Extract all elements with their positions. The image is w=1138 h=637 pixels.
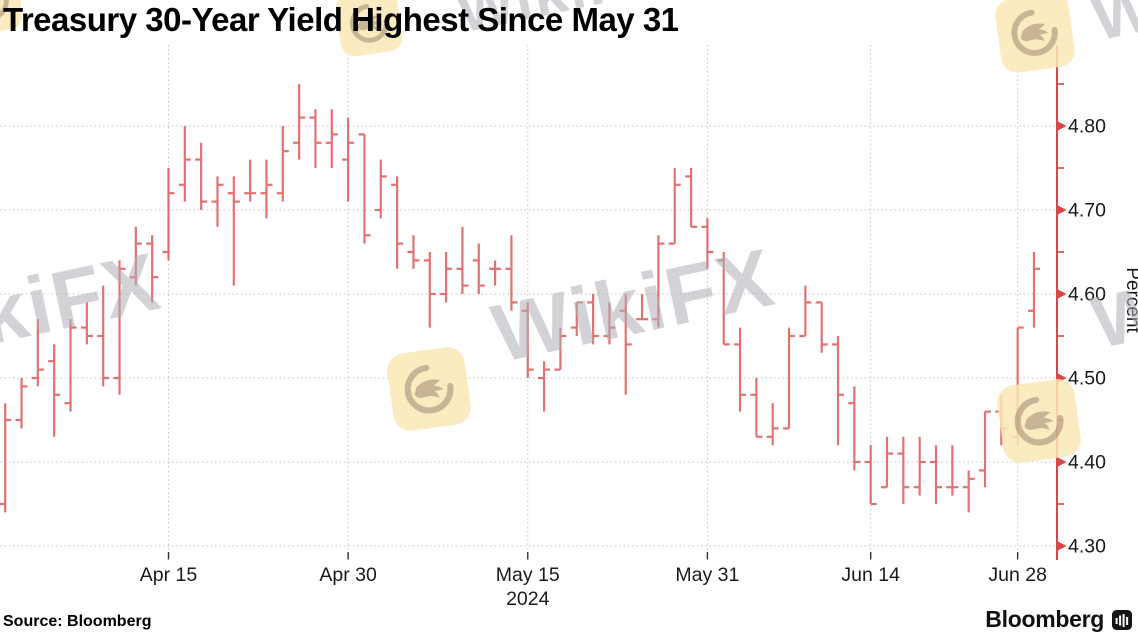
ohlc-bar xyxy=(832,336,845,446)
ohlc-bar xyxy=(864,445,877,506)
ohlc-bar xyxy=(472,243,485,294)
y-major-tick-arrow xyxy=(1058,121,1067,131)
y-major-tick-arrow xyxy=(1058,541,1067,551)
ohlc-bar xyxy=(293,84,306,160)
ohlc-bar xyxy=(1011,326,1024,446)
ohlc-bar xyxy=(603,302,616,345)
ohlc-bar xyxy=(456,226,469,294)
ohlc-bar xyxy=(636,294,649,321)
y-axis-label: 4.50 xyxy=(1068,368,1106,390)
y-axis-label: 4.70 xyxy=(1068,200,1106,222)
y-major-tick-arrow xyxy=(1058,289,1067,299)
ohlc-bar xyxy=(309,109,322,168)
x-axis-label: May 31 xyxy=(675,564,739,586)
ohlc-bar xyxy=(668,168,681,245)
y-axis-label: 4.60 xyxy=(1068,284,1106,306)
ohlc-bar xyxy=(342,117,355,202)
ohlc-bar xyxy=(881,436,894,489)
ohlc-bar xyxy=(995,394,1008,446)
ohlc-bar xyxy=(619,294,632,395)
ohlc-bar xyxy=(734,327,747,412)
ohlc-bar xyxy=(505,235,518,311)
ohlc-bar xyxy=(64,319,77,412)
ohlc-bar xyxy=(897,436,910,504)
ohlc-bar xyxy=(129,226,142,286)
ohlc-bar xyxy=(407,235,420,269)
ohlc-bar xyxy=(325,109,338,168)
ohlc-bar xyxy=(979,410,991,488)
ohlc-bar xyxy=(554,327,567,371)
y-major-tick-arrow xyxy=(1058,205,1067,215)
ohlc-bar xyxy=(244,159,257,202)
ohlc-bar xyxy=(489,260,502,286)
bloomberg-logo: Bloomberg xyxy=(985,606,1132,633)
x-axis-label: Jun 28 xyxy=(988,564,1047,586)
ohlc-bar xyxy=(97,285,110,387)
page-title: Treasury 30-Year Yield Highest Since May… xyxy=(3,1,679,38)
ohlc-bar xyxy=(146,235,159,303)
ohlc-bar xyxy=(0,403,12,513)
ohlc-bar xyxy=(440,252,453,303)
ohlc-bar xyxy=(80,302,93,345)
ohlc-bar xyxy=(227,176,240,286)
ohlc-bar xyxy=(276,126,289,202)
x-axis-label: May 15 xyxy=(496,564,560,586)
ohlc-bar xyxy=(15,378,28,429)
ohlc-bar xyxy=(701,218,714,269)
y-axis-label: 4.40 xyxy=(1068,452,1106,474)
x-axis-label: Jun 14 xyxy=(841,564,900,586)
y-axis-label: 4.80 xyxy=(1068,116,1106,138)
ohlc-series xyxy=(0,84,1040,513)
ohlc-bar xyxy=(685,168,698,228)
ohlc-bar xyxy=(587,294,600,345)
ohlc-bar xyxy=(815,301,828,353)
bloomberg-logo-text: Bloomberg xyxy=(985,606,1104,632)
y-major-tick-arrow xyxy=(1058,373,1067,383)
y-axis-title: Percent xyxy=(1122,267,1138,333)
bloomberg-audio-bars-icon xyxy=(1112,609,1132,630)
ohlc-bar xyxy=(211,176,224,227)
ohlc-bar xyxy=(652,235,665,328)
x-axis-label: Apr 15 xyxy=(140,564,198,586)
ohlc-bar xyxy=(570,301,583,336)
y-axis-label: 4.30 xyxy=(1068,536,1106,558)
ohlc-bar xyxy=(423,252,436,328)
x-axis-year-label: 2024 xyxy=(506,588,550,610)
ohlc-bar xyxy=(946,445,959,496)
source-label: Source: Bloomberg xyxy=(3,613,152,630)
ohlc-bar xyxy=(538,361,551,412)
ohlc-bar xyxy=(962,470,975,513)
ohlc-bar xyxy=(717,252,730,346)
y-major-tick-arrow xyxy=(1058,457,1067,467)
x-axis-label: Apr 30 xyxy=(319,564,377,586)
ohlc-bar xyxy=(113,260,126,395)
ohlc-bar xyxy=(1027,252,1040,328)
ohlc-bar xyxy=(260,159,273,219)
ohlc-bar xyxy=(766,403,779,446)
ohlc-bar xyxy=(48,344,61,437)
ohlc-bar xyxy=(750,378,763,438)
ohlc-bar xyxy=(848,386,861,471)
ohlc-bar xyxy=(195,142,208,210)
ohlc-bar xyxy=(31,319,44,387)
ohlc-bar xyxy=(178,126,191,202)
ohlc-bar xyxy=(521,302,534,378)
ohlc-bar xyxy=(162,168,175,261)
ohlc-bar xyxy=(799,285,812,338)
ohlc-bar xyxy=(391,176,404,269)
ohlc-bar xyxy=(374,159,387,219)
ohlc-bar xyxy=(913,436,926,496)
ohlc-bar xyxy=(783,327,796,430)
ohlc-bar xyxy=(930,445,943,504)
ohlc-bar xyxy=(358,133,371,244)
